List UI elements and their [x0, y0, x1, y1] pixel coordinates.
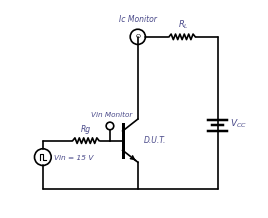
Text: Vin = 15 V: Vin = 15 V — [54, 155, 94, 161]
Text: $V_{CC}$: $V_{CC}$ — [230, 117, 247, 130]
Text: Ic Monitor: Ic Monitor — [119, 15, 157, 24]
Text: O: O — [135, 34, 140, 39]
Text: Vin Monitor: Vin Monitor — [91, 112, 132, 118]
Text: D.U.T.: D.U.T. — [144, 136, 166, 145]
Text: $R_L$: $R_L$ — [178, 18, 189, 31]
Text: Rg: Rg — [81, 125, 91, 134]
